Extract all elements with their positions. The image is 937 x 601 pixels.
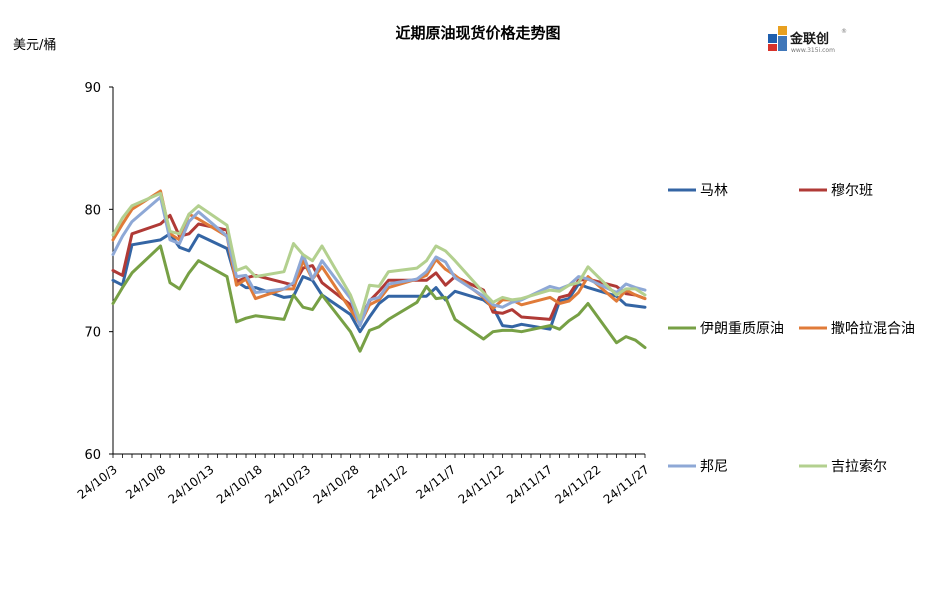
logo-mark: ®	[841, 28, 847, 35]
series-line-5	[111, 191, 647, 321]
x-tick-label: 24/11/12	[456, 462, 507, 506]
x-tick-label: 24/10/3	[75, 462, 120, 502]
chart-title: 近期原油现货价格走势图	[395, 24, 560, 42]
y-tick-label: 60	[84, 448, 101, 463]
legend-label-3: 撒哈拉混合油	[831, 321, 915, 337]
legend-label-0: 马林	[700, 183, 728, 199]
x-tick-label: 24/11/2	[365, 462, 410, 502]
series-line-0	[111, 232, 647, 334]
x-tick-label: 24/11/27	[601, 462, 652, 506]
x-tick-label: 24/10/8	[123, 462, 168, 502]
x-tick-label: 24/11/17	[504, 462, 555, 506]
y-tick-label: 90	[84, 81, 101, 96]
logo-sub-text: www.315i.com	[791, 47, 835, 54]
series-lines	[111, 189, 647, 353]
series-line-2	[111, 244, 647, 353]
legend-label-2: 伊朗重质原油	[700, 321, 784, 337]
logo: 金联创 ® www.315i.com	[768, 26, 847, 54]
x-tick-label: 24/11/7	[413, 462, 458, 502]
x-tick-label: 24/10/13	[165, 462, 216, 506]
series-line-4	[111, 195, 647, 328]
x-tick-label: 24/10/18	[214, 462, 265, 506]
legend-label-5: 吉拉索尔	[831, 458, 887, 475]
series-line-3	[111, 189, 647, 326]
x-tick-label: 24/10/23	[262, 462, 313, 506]
logo-mark-icon	[768, 26, 787, 51]
logo-name: 金联创	[789, 31, 829, 47]
x-tick-label: 24/10/28	[311, 462, 362, 506]
x-tick-label: 24/11/22	[552, 462, 603, 506]
y-tick-label: 70	[84, 326, 101, 341]
y-axis-unit: 美元/桶	[13, 38, 56, 53]
legend-label-4: 邦尼	[700, 459, 728, 475]
series-line-1	[111, 213, 647, 321]
legend-label-1: 穆尔班	[831, 183, 873, 199]
y-tick-label: 80	[84, 203, 101, 218]
